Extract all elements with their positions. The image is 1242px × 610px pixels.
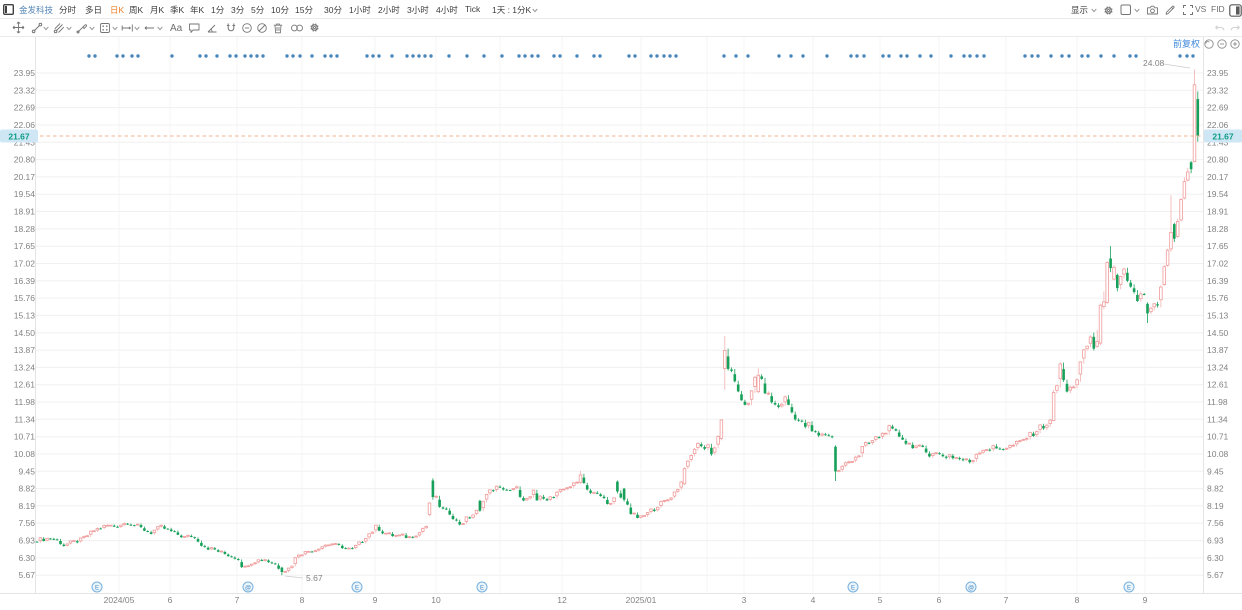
svg-text:5: 5: [878, 595, 883, 605]
svg-text:23.95: 23.95: [1207, 68, 1229, 78]
svg-text:11.34: 11.34: [1207, 414, 1228, 424]
svg-text:9.45: 9.45: [1207, 466, 1224, 476]
svg-text:10.08: 10.08: [1207, 449, 1229, 459]
svg-text:20.80: 20.80: [14, 155, 36, 165]
svg-text:22.06: 22.06: [1207, 120, 1229, 130]
svg-text:22.69: 22.69: [1207, 103, 1229, 113]
svg-text:15.76: 15.76: [14, 293, 36, 303]
svg-text:19.54: 19.54: [1207, 189, 1229, 199]
svg-text:E: E: [355, 586, 359, 592]
svg-text:12.61: 12.61: [1207, 380, 1229, 390]
svg-text:10.71: 10.71: [1207, 432, 1229, 442]
svg-text:18.28: 18.28: [14, 224, 36, 234]
svg-text:E: E: [851, 586, 855, 592]
svg-text:8.19: 8.19: [1207, 501, 1224, 511]
svg-text:21.67: 21.67: [8, 132, 30, 142]
svg-text:17.65: 17.65: [1207, 241, 1229, 251]
svg-text:14.50: 14.50: [14, 328, 36, 338]
svg-text:前复权: 前复权: [1173, 38, 1200, 49]
svg-text:20.17: 20.17: [1207, 172, 1229, 182]
svg-text:8: 8: [300, 595, 305, 605]
svg-text:@: @: [968, 586, 974, 592]
svg-text:17.02: 17.02: [14, 259, 36, 269]
svg-text:17.65: 17.65: [14, 241, 36, 251]
svg-text:19.54: 19.54: [14, 189, 36, 199]
svg-text:14.50: 14.50: [1207, 328, 1229, 338]
svg-text:7.56: 7.56: [1207, 518, 1224, 528]
svg-text:10.71: 10.71: [14, 432, 36, 442]
svg-text:22.06: 22.06: [14, 120, 36, 130]
svg-text:10: 10: [431, 595, 441, 605]
svg-text:21.67: 21.67: [1212, 132, 1234, 142]
svg-text:15.76: 15.76: [1207, 293, 1229, 303]
svg-text:6: 6: [168, 595, 173, 605]
svg-text:15.13: 15.13: [14, 310, 36, 320]
svg-text:10.08: 10.08: [14, 449, 36, 459]
svg-text:8.19: 8.19: [18, 501, 35, 511]
svg-text:20.17: 20.17: [14, 172, 36, 182]
svg-text:12.61: 12.61: [14, 380, 36, 390]
svg-text:E: E: [95, 586, 99, 592]
svg-text:16.39: 16.39: [1207, 276, 1229, 286]
svg-text:6.93: 6.93: [1207, 536, 1224, 546]
svg-text:23.32: 23.32: [1207, 85, 1229, 95]
svg-text:9: 9: [373, 595, 378, 605]
svg-text:13.24: 13.24: [1207, 362, 1229, 372]
svg-text:20.80: 20.80: [1207, 155, 1229, 165]
svg-text:13.87: 13.87: [1207, 345, 1229, 355]
svg-text:11.98: 11.98: [1207, 397, 1228, 407]
svg-text:@: @: [245, 586, 251, 592]
svg-text:4: 4: [811, 595, 816, 605]
svg-text:6: 6: [937, 595, 942, 605]
svg-text:E: E: [480, 586, 484, 592]
svg-text:6.30: 6.30: [1207, 553, 1224, 563]
svg-text:7: 7: [1004, 595, 1009, 605]
svg-text:2024/05: 2024/05: [104, 595, 135, 605]
svg-text:13.87: 13.87: [14, 345, 36, 355]
svg-text:2025/01: 2025/01: [626, 595, 657, 605]
svg-text:7: 7: [235, 595, 240, 605]
svg-text:17.02: 17.02: [1207, 259, 1229, 269]
svg-text:7.56: 7.56: [18, 518, 35, 528]
svg-text:18.91: 18.91: [1207, 207, 1229, 217]
svg-text:11.34: 11.34: [14, 414, 35, 424]
svg-text:11.98: 11.98: [14, 397, 35, 407]
svg-text:23.32: 23.32: [14, 85, 36, 95]
svg-text:23.95: 23.95: [14, 68, 36, 78]
svg-text:9: 9: [1143, 595, 1148, 605]
svg-text:12: 12: [557, 595, 567, 605]
svg-text:3: 3: [742, 595, 747, 605]
svg-text:9.45: 9.45: [18, 466, 35, 476]
svg-text:8.82: 8.82: [1207, 484, 1224, 494]
svg-text:22.69: 22.69: [14, 103, 36, 113]
svg-text:16.39: 16.39: [14, 276, 36, 286]
svg-text:18.91: 18.91: [14, 207, 36, 217]
svg-text:6.30: 6.30: [18, 553, 35, 563]
svg-text:6.93: 6.93: [18, 536, 35, 546]
svg-text:5.67: 5.67: [18, 570, 35, 580]
svg-text:13.24: 13.24: [14, 362, 36, 372]
svg-text:E: E: [1127, 586, 1131, 592]
svg-text:5.67: 5.67: [1207, 570, 1224, 580]
svg-text:18.28: 18.28: [1207, 224, 1229, 234]
svg-text:8: 8: [1075, 595, 1080, 605]
svg-text:15.13: 15.13: [1207, 310, 1229, 320]
svg-text:5.67: 5.67: [306, 573, 323, 583]
svg-text:24.08: 24.08: [1143, 58, 1165, 68]
svg-text:8.82: 8.82: [18, 484, 35, 494]
